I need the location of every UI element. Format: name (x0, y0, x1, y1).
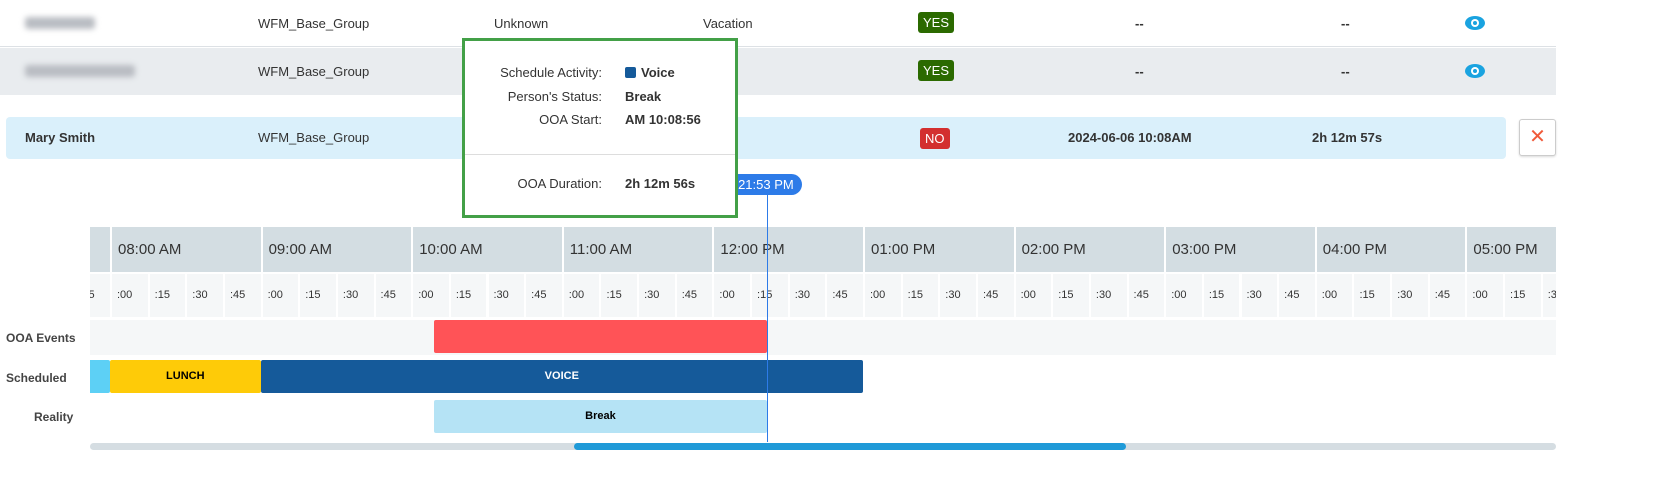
selected-row[interactable]: Mary Smith WFM_Base_Group NO 2024-06-06 … (6, 117, 1506, 159)
scheduled-block[interactable]: VOICE (260, 360, 863, 393)
table-row[interactable]: WFM_Base_Group YES -- -- (0, 48, 1556, 95)
quarter-header: :45 (1427, 274, 1466, 317)
quarter-header: :45 (524, 274, 562, 317)
quarter-header: :15 (448, 274, 487, 317)
status-label: Person's Status: (507, 89, 602, 104)
quarter-header: :30 (185, 274, 223, 317)
duration-cell: 2h 12m 57s (1312, 130, 1383, 145)
quarter-header: :15 (1352, 274, 1391, 317)
tooltip-divider (465, 154, 735, 155)
ooa-block[interactable] (433, 320, 768, 353)
activity-label: Schedule Activity: (500, 65, 602, 80)
quarter-header: :45 (373, 274, 412, 317)
ooa-start-label: OOA Start: (539, 112, 602, 127)
quarter-header: :00 (561, 274, 600, 317)
quarter-header: :45 (674, 274, 713, 317)
row-label-ooa: OOA Events (6, 331, 76, 345)
quarter-header: :45 (1277, 274, 1315, 317)
hour-header: 03:00 PM (1164, 227, 1315, 272)
adherent-badge: NO (920, 128, 950, 149)
quarter-header: :45 (825, 274, 863, 317)
timeline-scrollbar[interactable] (90, 443, 1556, 450)
start-cell: 2024-06-06 10:08AM (1068, 130, 1192, 145)
quarter-header: :00 (110, 274, 148, 317)
start-cell: -- (1135, 64, 1144, 79)
current-time-line (767, 195, 769, 442)
row-label-reality: Reality (34, 410, 74, 424)
blurred-name (25, 17, 95, 29)
scheduled-block[interactable]: LUNCH (110, 360, 261, 393)
quarter-header: :45 (975, 274, 1014, 317)
activity-color-swatch (625, 67, 636, 78)
quarter-header: :15 (298, 274, 336, 317)
quarter-header: :30 (1540, 274, 1556, 317)
quarter-header: :30 (1088, 274, 1127, 317)
ooa-lane (90, 320, 1556, 355)
group-cell: WFM_Base_Group (258, 130, 370, 145)
blurred-name (25, 65, 135, 77)
quarter-header: :30 (1239, 274, 1278, 317)
eye-icon[interactable] (1464, 13, 1486, 33)
hour-header: 09:00 AM (260, 227, 412, 272)
scheduled-block[interactable] (90, 360, 110, 393)
hour-header: 07:00 AM (90, 227, 110, 272)
hour-header: 04:00 PM (1314, 227, 1466, 272)
quarter-header: :15 (599, 274, 638, 317)
quarter-header: :30 (1390, 274, 1428, 317)
group-cell: WFM_Base_Group (258, 64, 370, 79)
quarter-header: :15 (1503, 274, 1541, 317)
status-value: Break (625, 89, 662, 104)
adherent-badge: YES (918, 60, 955, 81)
quarter-header: :30 (637, 274, 675, 317)
quarter-header: :00 (1013, 274, 1052, 317)
start-cell: -- (1135, 16, 1144, 31)
eye-icon[interactable] (1464, 61, 1486, 81)
quarter-header: :45 (222, 274, 261, 317)
ooa-tooltip: Schedule Activity: Voice Person's Status… (462, 38, 738, 218)
timeline: 07:00 AM:00:15:30:4508:00 AM:00:15:30:45… (90, 227, 1556, 457)
ooa-duration-label: OOA Duration: (517, 176, 602, 191)
status-cell: Unknown (494, 16, 549, 31)
quarter-header: :00 (1164, 274, 1202, 317)
quarter-header: :30 (486, 274, 525, 317)
adherent-badge: YES (918, 12, 955, 33)
scrollbar-thumb[interactable] (573, 443, 1127, 450)
row-label-scheduled: Scheduled (6, 371, 67, 385)
close-button[interactable]: ✕ (1519, 119, 1556, 156)
ooa-duration-value: 2h 12m 56s (625, 176, 696, 191)
reality-block[interactable]: Break (433, 400, 768, 433)
quarter-header: :30 (938, 274, 976, 317)
quarter-header: :00 (411, 274, 449, 317)
hour-header: 01:00 PM (863, 227, 1014, 272)
group-cell: WFM_Base_Group (258, 16, 370, 31)
quarter-header: :00 (260, 274, 299, 317)
duration-cell: -- (1341, 64, 1350, 79)
quarter-header: :45 (1126, 274, 1165, 317)
quarter-header: :15 (1051, 274, 1089, 317)
hour-header: 10:00 AM (411, 227, 562, 272)
hour-header: 02:00 PM (1013, 227, 1165, 272)
quarter-header: :15 (750, 274, 788, 317)
hour-header: 08:00 AM (110, 227, 261, 272)
hour-header: 05:00 PM (1465, 227, 1556, 272)
quarter-header: :00 (863, 274, 901, 317)
quarter-header: :15 (147, 274, 186, 317)
quarter-header: :00 (712, 274, 751, 317)
quarter-header: :15 (900, 274, 939, 317)
close-icon: ✕ (1529, 126, 1546, 148)
activity-cell: Vacation (703, 16, 753, 31)
ooa-start-value: AM 10:08:56 (625, 112, 701, 127)
quarter-header: :30 (787, 274, 826, 317)
quarter-header: :00 (1314, 274, 1353, 317)
quarter-header: :30 (335, 274, 374, 317)
activity-value: Voice (641, 65, 675, 80)
duration-cell: -- (1341, 16, 1350, 31)
hour-header: 11:00 AM (561, 227, 713, 272)
hour-header: 12:00 PM (712, 227, 863, 272)
table-row[interactable]: WFM_Base_Group Unknown Vacation YES -- -… (0, 0, 1556, 47)
quarter-header: :00 (1465, 274, 1504, 317)
quarter-header: :45 (90, 274, 110, 317)
quarter-header: :15 (1201, 274, 1240, 317)
name-cell: Mary Smith (25, 130, 96, 145)
